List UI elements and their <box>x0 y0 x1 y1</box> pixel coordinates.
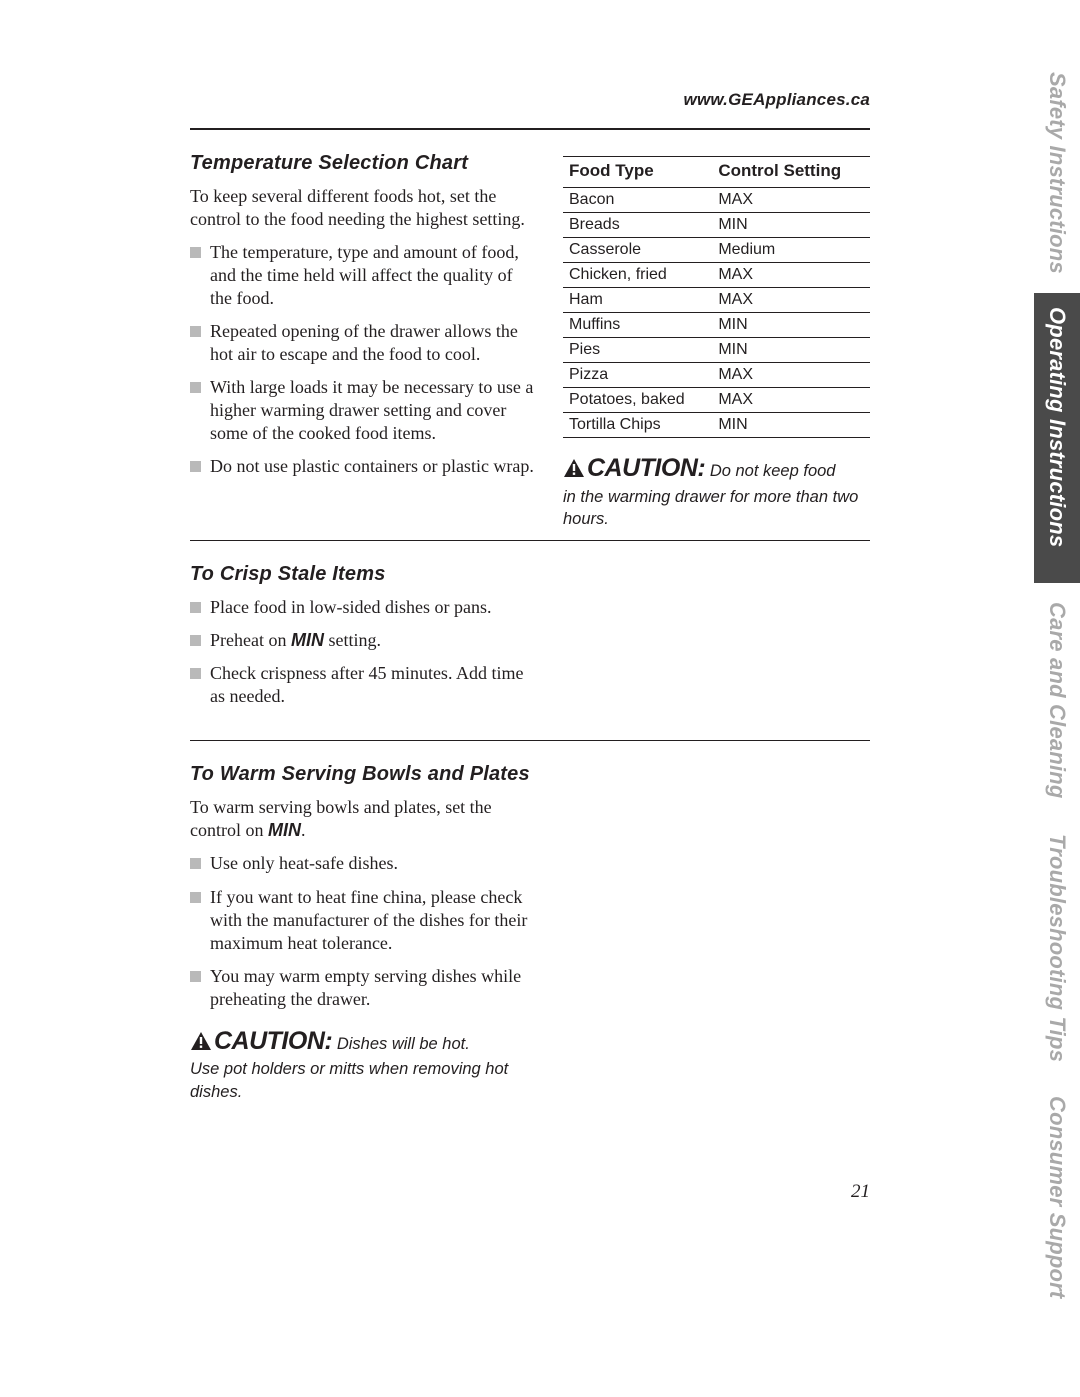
bullet-item: Use only heat-safe dishes. <box>190 852 535 875</box>
bullet-item: Place food in low-sided dishes or pans. <box>190 596 535 619</box>
side-tabs: Safety InstructionsOperating Instruction… <box>1028 58 1080 1268</box>
website-url: www.GEAppliances.ca <box>190 90 870 110</box>
table-cell-setting: MAX <box>712 363 870 388</box>
side-tab[interactable]: Consumer Support <box>1034 1082 1080 1312</box>
intro-text: To keep several different foods hot, set… <box>190 185 535 231</box>
section-temperature-chart: Temperature Selection Chart To keep seve… <box>190 130 870 540</box>
table-cell-setting: MAX <box>712 288 870 313</box>
table-row: BaconMAX <box>563 188 870 213</box>
table-cell-food: Tortilla Chips <box>563 413 712 438</box>
side-tab[interactable]: Troubleshooting Tips <box>1034 820 1080 1076</box>
caution-lead: Do not keep food <box>710 462 836 480</box>
table-cell-setting: MIN <box>712 413 870 438</box>
table-row: Chicken, friedMAX <box>563 263 870 288</box>
bullet-item: With large loads it may be necessary to … <box>190 376 535 445</box>
caution-hot-dishes: CAUTION: Dishes will be hot. Use pot hol… <box>190 1025 535 1103</box>
warning-icon <box>563 458 585 484</box>
bullets-section3: Use only heat-safe dishes. If you want t… <box>190 852 535 1010</box>
table-cell-food: Chicken, fried <box>563 263 712 288</box>
bullet-item: Do not use plastic containers or plastic… <box>190 455 535 478</box>
table-cell-setting: MIN <box>712 313 870 338</box>
table-row: Potatoes, bakedMAX <box>563 388 870 413</box>
caution-label: CAUTION: <box>587 454 705 482</box>
warning-icon <box>190 1031 212 1057</box>
heading-temp-chart: Temperature Selection Chart <box>190 152 535 175</box>
side-tab[interactable]: Operating Instructions <box>1034 293 1080 583</box>
table-cell-food: Casserole <box>563 238 712 263</box>
side-tab[interactable]: Care and Cleaning <box>1034 588 1080 814</box>
table-cell-food: Ham <box>563 288 712 313</box>
table-cell-setting: MIN <box>712 213 870 238</box>
table-cell-food: Bacon <box>563 188 712 213</box>
table-cell-setting: Medium <box>712 238 870 263</box>
section-warm-bowls: To Warm Serving Bowls and Plates To warm… <box>190 741 870 1103</box>
bullet-item: The temperature, type and amount of food… <box>190 241 535 310</box>
bullet-item: Repeated opening of the drawer allows th… <box>190 320 535 366</box>
bullet-item: Check crispness after 45 minutes. Add ti… <box>190 662 535 708</box>
page-content: www.GEAppliances.ca Temperature Selectio… <box>190 90 870 1103</box>
table-row: Tortilla ChipsMIN <box>563 413 870 438</box>
bullet-item: If you want to heat fine china, please c… <box>190 886 535 955</box>
caution-rest: in the warming drawer for more than two … <box>563 488 858 528</box>
table-cell-food: Muffins <box>563 313 712 338</box>
bullet-item: You may warm empty serving dishes while … <box>190 965 535 1011</box>
heading-crisp: To Crisp Stale Items <box>190 563 535 586</box>
table-cell-setting: MAX <box>712 388 870 413</box>
table-cell-setting: MAX <box>712 188 870 213</box>
section-crisp-items: To Crisp Stale Items Place food in low-s… <box>190 541 870 718</box>
table-cell-food: Pies <box>563 338 712 363</box>
side-tab[interactable]: Safety Instructions <box>1034 58 1080 290</box>
caution-rest: Use pot holders or mitts when removing h… <box>190 1060 508 1100</box>
table-row: PiesMIN <box>563 338 870 363</box>
table-cell-food: Breads <box>563 213 712 238</box>
intro-warm: To warm serving bowls and plates, set th… <box>190 796 535 842</box>
table-row: PizzaMAX <box>563 363 870 388</box>
table-cell-food: Pizza <box>563 363 712 388</box>
table-col-control-setting: Control Setting <box>712 157 870 188</box>
caution-lead: Dishes will be hot. <box>337 1035 470 1053</box>
food-type-table: Food Type Control Setting BaconMAXBreads… <box>563 156 870 438</box>
table-row: MuffinsMIN <box>563 313 870 338</box>
table-row: BreadsMIN <box>563 213 870 238</box>
heading-warm-bowls: To Warm Serving Bowls and Plates <box>190 763 535 786</box>
bullets-section2: Place food in low-sided dishes or pans. … <box>190 596 535 708</box>
table-cell-setting: MAX <box>712 263 870 288</box>
bullet-item: Preheat on MIN setting. <box>190 629 535 652</box>
page-number: 21 <box>851 1181 870 1203</box>
table-row: HamMAX <box>563 288 870 313</box>
table-col-food-type: Food Type <box>563 157 712 188</box>
caution-label: CAUTION: <box>214 1027 332 1055</box>
caution-food-time: CAUTION: Do not keep food in the warming… <box>563 452 870 530</box>
table-row: CasseroleMedium <box>563 238 870 263</box>
table-cell-food: Potatoes, baked <box>563 388 712 413</box>
table-cell-setting: MIN <box>712 338 870 363</box>
bullets-section1: The temperature, type and amount of food… <box>190 241 535 478</box>
